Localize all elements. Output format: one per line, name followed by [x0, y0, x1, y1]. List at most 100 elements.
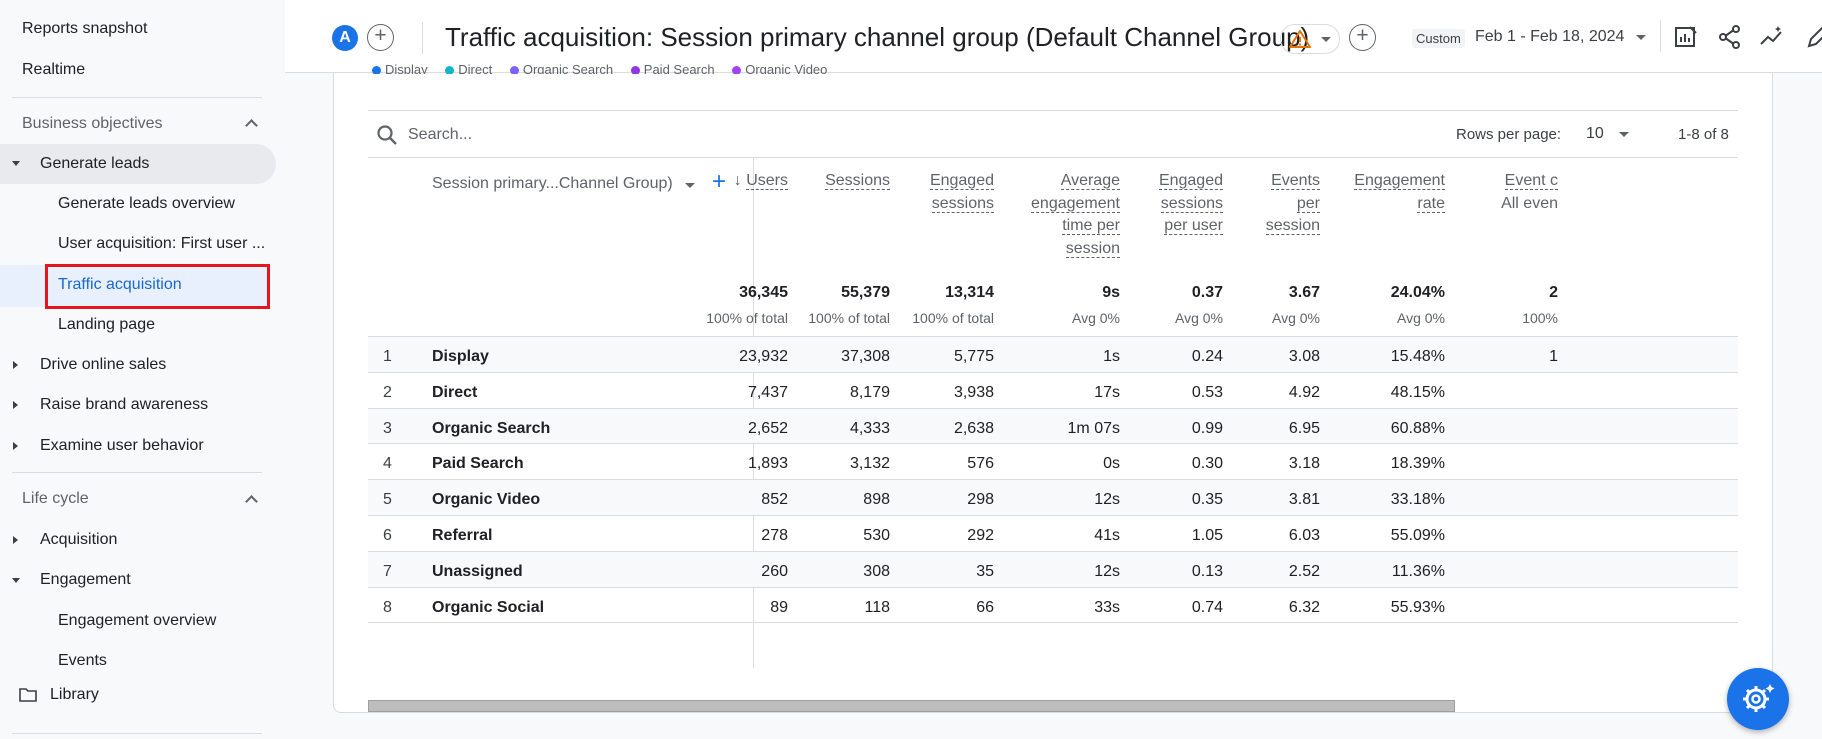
sidebar-item-realtime[interactable]: Realtime [22, 61, 86, 78]
table-toolbar: Rows per page: 10 1-8 of 8 [368, 110, 1738, 158]
table-cell: 4,333 [849, 419, 890, 437]
warning-icon [1289, 30, 1311, 48]
customize-report-icon[interactable] [1673, 24, 1699, 50]
sidebar-item-landing-page[interactable]: Landing page [58, 316, 155, 333]
sidebar-item-traffic-acquisition[interactable]: Traffic acquisition [58, 276, 182, 293]
chevron-down-icon[interactable] [1619, 132, 1629, 137]
row-channel-name[interactable]: Display [432, 348, 489, 365]
table-row[interactable]: 8 Organic Social 89 118 66 33s 0.74 6.32 55.93% [368, 588, 1738, 624]
sidebar-item-reports-snapshot[interactable]: Reports snapshot [22, 20, 148, 37]
caret-right-icon[interactable] [13, 361, 18, 369]
table-cell: 2.52 [1288, 562, 1320, 580]
sidebar-item-engagement[interactable]: Engagement [40, 571, 131, 588]
caret-down-icon[interactable] [12, 578, 20, 583]
sidebar-item-generate-leads-overview[interactable]: Generate leads overview [58, 195, 235, 212]
add-dimension-button[interactable]: + [712, 168, 727, 195]
table-row[interactable]: 7 Unassigned 260 308 35 12s 0.13 2.52 11.36% [368, 551, 1738, 588]
column-header[interactable]: ↓ Users [733, 172, 788, 190]
table-cell: 37,308 [841, 348, 890, 365]
caret-down-icon[interactable] [12, 161, 20, 166]
date-range-picker[interactable]: Feb 1 - Feb 18, 2024 [1475, 28, 1625, 45]
sidebar-item-acquisition[interactable]: Acquisition [40, 531, 118, 548]
sort-arrow-icon[interactable]: ↓ [733, 172, 747, 189]
table-row[interactable]: 5 Organic Video 852 898 298 12s 0.35 3.81 33.18% [368, 480, 1738, 516]
edit-icon[interactable] [1805, 24, 1822, 50]
date-custom-chip: Custom [1412, 29, 1465, 48]
column-header[interactable]: Engagement rate [1354, 172, 1445, 213]
sidebar-item-generate-leads[interactable]: Generate leads [40, 155, 150, 172]
table-cell: 12s [1094, 562, 1120, 580]
total-value: 36,345 [739, 284, 788, 301]
row-channel-name[interactable]: Organic Video [432, 491, 541, 509]
chevron-up-icon[interactable] [245, 495, 258, 508]
sidebar-section-life-cycle[interactable]: Life cycle [22, 490, 89, 507]
table-row[interactable]: 1 Display 23,932 37,308 5,775 1s 0.24 3.08 15.48… [368, 337, 1738, 373]
highlight-box [45, 264, 270, 309]
add-button[interactable]: + [1349, 24, 1376, 51]
table-cell: 576 [967, 455, 994, 473]
caret-right-icon[interactable] [13, 442, 18, 450]
total-subtext: Avg 0% [1175, 310, 1223, 326]
row-channel-name[interactable]: Referral [432, 527, 493, 544]
add-comparison-button[interactable]: + [367, 24, 394, 51]
dimension-header[interactable]: Session primary...Channel Group) [432, 175, 673, 192]
sidebar-section-business-objectives[interactable]: Business objectives [22, 115, 163, 132]
row-channel-name[interactable]: Organic Search [432, 419, 551, 437]
table-cell: 6.03 [1288, 527, 1320, 544]
row-channel-name[interactable]: Paid Search [432, 455, 524, 473]
column-header[interactable]: Sessions [825, 172, 890, 190]
row-channel-name[interactable]: Unassigned [432, 562, 523, 580]
sidebar-item-events[interactable]: Events [58, 652, 107, 669]
share-icon[interactable] [1717, 24, 1743, 50]
row-channel-name[interactable]: Organic Social [432, 598, 545, 616]
total-value: 2 [1549, 284, 1558, 301]
column-header[interactable]: Event c All even [1501, 172, 1558, 212]
table-cell: 1m 07s [1067, 419, 1120, 437]
table-cell: 8,179 [849, 383, 890, 401]
sidebar-item-engagement-overview[interactable]: Engagement overview [58, 612, 217, 629]
horizontal-scrollbar[interactable] [368, 700, 1455, 712]
legend-item: Direct [445, 62, 492, 74]
table-cell: 3,132 [849, 455, 890, 473]
table-cell: 0.99 [1191, 419, 1223, 437]
search-input[interactable] [408, 123, 708, 147]
rows-per-page-select[interactable]: 10 [1586, 125, 1604, 142]
sidebar-divider [12, 472, 262, 473]
chevron-down-icon[interactable] [1636, 35, 1646, 40]
settings-fab-button[interactable] [1727, 668, 1789, 730]
row-index: 7 [383, 562, 392, 580]
sidebar-item-library[interactable]: Library [50, 686, 99, 703]
total-value: 24.04% [1390, 284, 1445, 301]
column-header[interactable]: Engaged sessions per user [1158, 172, 1223, 235]
table-cell: 852 [761, 491, 788, 509]
avatar[interactable]: A [332, 25, 358, 51]
column-header[interactable]: Events per session [1265, 172, 1320, 235]
table-cell: 1.05 [1191, 527, 1223, 544]
table-cell: 118 [864, 598, 890, 616]
table-cell: 2,638 [953, 419, 994, 437]
insights-icon[interactable] [1759, 24, 1785, 50]
column-header[interactable]: Average engagement time per session [1031, 172, 1120, 258]
warning-dropdown[interactable] [1280, 24, 1340, 54]
sidebar-item-drive-online-sales[interactable]: Drive online sales [40, 356, 167, 373]
header-divider [1660, 20, 1661, 52]
table-row[interactable]: 6 Referral 278 530 292 41s 1.05 6.03 55.09% [368, 516, 1738, 552]
row-channel-name[interactable]: Direct [432, 383, 478, 401]
table-row[interactable]: 4 Paid Search 1,893 3,132 576 0s 0.30 3.18 18.39… [368, 444, 1738, 481]
row-index: 1 [383, 348, 392, 365]
total-subtext: 100% of total [808, 310, 890, 326]
caret-right-icon[interactable] [13, 401, 18, 409]
table-row[interactable]: 2 Direct 7,437 8,179 3,938 17s 0.53 4.92 48.15% [368, 373, 1738, 409]
chevron-down-icon[interactable] [685, 183, 695, 188]
gear-icon [1743, 684, 1775, 712]
table-cell: 66 [976, 598, 994, 616]
chevron-up-icon[interactable] [245, 119, 258, 132]
sidebar-item-user-acquisition[interactable]: User acquisition: First user ... [58, 235, 266, 252]
caret-right-icon[interactable] [13, 536, 18, 544]
table-cell: 1,893 [747, 455, 788, 473]
sidebar-item-examine-user-behavior[interactable]: Examine user behavior [40, 437, 204, 454]
column-header[interactable]: Engaged sessions [929, 172, 994, 213]
sidebar-item-raise-brand-awareness[interactable]: Raise brand awareness [40, 396, 209, 413]
chevron-down-icon [1321, 37, 1331, 42]
table-row[interactable]: 3 Organic Search 2,652 4,333 2,638 1m 07s 0.99… [368, 408, 1738, 445]
